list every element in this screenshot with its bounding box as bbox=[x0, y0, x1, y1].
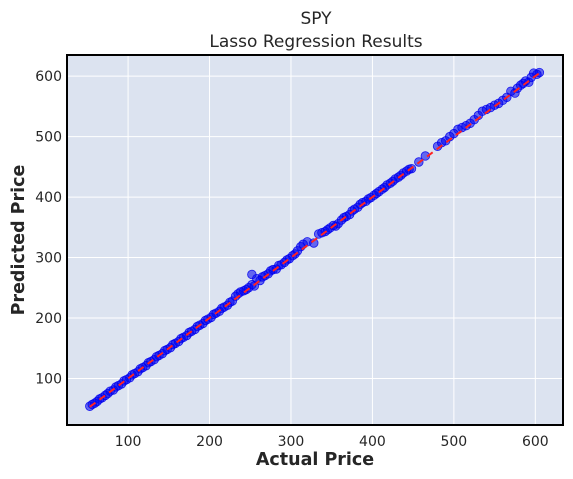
reference-line bbox=[89, 70, 543, 408]
y-axis-label: Predicted Price bbox=[9, 164, 29, 315]
y-tick-label: 400 bbox=[35, 190, 62, 206]
data-point bbox=[309, 238, 319, 248]
data-point bbox=[420, 151, 431, 161]
x-axis-ticks: 100 200 300 400 500 600 bbox=[115, 434, 549, 450]
chart-title: SPY bbox=[300, 9, 332, 29]
chart-subtitle: Lasso Regression Results bbox=[209, 32, 422, 52]
grid bbox=[67, 55, 563, 425]
plot-frame bbox=[66, 54, 564, 426]
y-axis-ticks: 100 200 300 400 500 600 bbox=[35, 69, 62, 387]
x-tick-label: 600 bbox=[522, 434, 549, 450]
x-tick-label: 500 bbox=[440, 434, 467, 450]
y-tick-label: 100 bbox=[35, 371, 62, 387]
y-tick-label: 300 bbox=[35, 251, 62, 267]
y-tick-label: 500 bbox=[35, 130, 62, 146]
x-tick-label: 300 bbox=[278, 434, 305, 450]
x-tick-label: 400 bbox=[359, 434, 386, 450]
x-tick-label: 100 bbox=[115, 434, 142, 450]
x-axis-label: Actual Price bbox=[256, 450, 374, 470]
x-tick-label: 200 bbox=[196, 434, 223, 450]
y-tick-label: 600 bbox=[35, 69, 62, 85]
y-tick-label: 200 bbox=[35, 311, 62, 327]
